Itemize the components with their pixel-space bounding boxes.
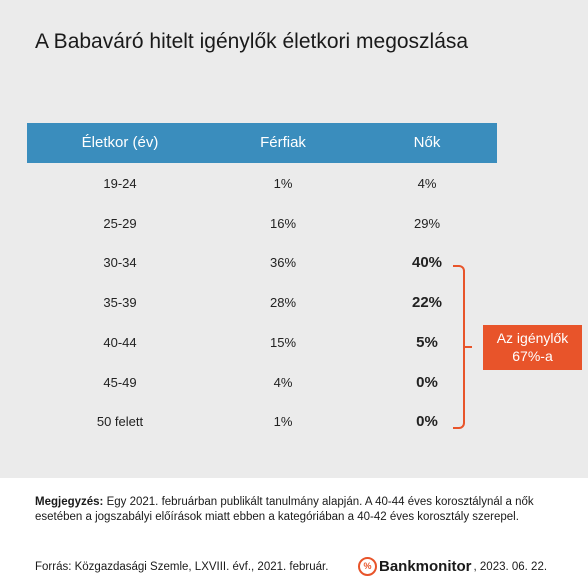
footnote-label: Megjegyzés: <box>35 496 104 508</box>
chart-title: A Babaváró hitelt igénylők életkori mego… <box>35 30 469 53</box>
cell-women: 22% <box>411 294 443 311</box>
table-row: 30-34 36% 40% <box>27 253 497 273</box>
brand-name: Bankmonitor <box>379 558 472 575</box>
callout-line-2: 67%-a <box>512 348 553 364</box>
chart-panel: A Babaváró hitelt igénylők életkori mego… <box>0 0 588 478</box>
table-row: 45-49 4% 0% <box>27 373 497 393</box>
cell-age: 50 felett <box>96 414 144 429</box>
cell-women: 0% <box>416 413 438 430</box>
column-header-age: Életkor (év) <box>81 134 159 151</box>
cell-age: 30-34 <box>103 255 137 270</box>
cell-age: 19-24 <box>103 176 137 191</box>
cell-men: 28% <box>269 295 297 310</box>
percent-icon: % <box>358 557 377 576</box>
column-header-women: Nők <box>413 134 441 151</box>
cell-age: 40-44 <box>103 335 137 350</box>
cell-men: 1% <box>273 176 293 191</box>
table-row: 19-24 1% 4% <box>27 174 497 194</box>
cell-age: 35-39 <box>103 295 137 310</box>
table-row: 50 felett 1% 0% <box>27 412 497 432</box>
table-row: 40-44 15% 5% <box>27 333 497 353</box>
highlight-callout: Az igénylők 67%-a <box>483 325 582 370</box>
footnote-text: Egy 2021. februárban publikált tanulmány… <box>35 496 534 523</box>
table-header: Életkor (év) Férfiak Nők <box>27 123 497 163</box>
table-row: 35-39 28% 22% <box>27 293 497 313</box>
brand-logo: % Bankmonitor, 2023. 06. 22. <box>358 557 547 577</box>
publish-date: , 2023. 06. 22. <box>473 560 548 573</box>
cell-women: 29% <box>413 216 441 231</box>
callout-line-1: Az igénylők <box>496 330 569 346</box>
cell-age: 45-49 <box>103 375 137 390</box>
cell-women: 0% <box>416 374 438 391</box>
cell-men: 16% <box>269 216 297 231</box>
cell-women: 40% <box>411 254 443 271</box>
column-header-men: Férfiak <box>260 134 306 151</box>
cell-men: 15% <box>269 335 297 350</box>
cell-men: 36% <box>269 255 297 270</box>
cell-women: 5% <box>416 334 438 351</box>
cell-men: 4% <box>273 375 293 390</box>
cell-men: 1% <box>273 414 293 429</box>
footnote: Megjegyzés: Egy 2021. februárban publiká… <box>35 495 565 525</box>
table-row: 25-29 16% 29% <box>27 214 497 234</box>
highlight-bracket-tick <box>465 346 472 348</box>
cell-women: 4% <box>417 176 437 191</box>
highlight-bracket <box>453 265 465 429</box>
cell-age: 25-29 <box>103 216 137 231</box>
source-text: Forrás: Közgazdasági Szemle, LXVIII. évf… <box>35 561 329 573</box>
